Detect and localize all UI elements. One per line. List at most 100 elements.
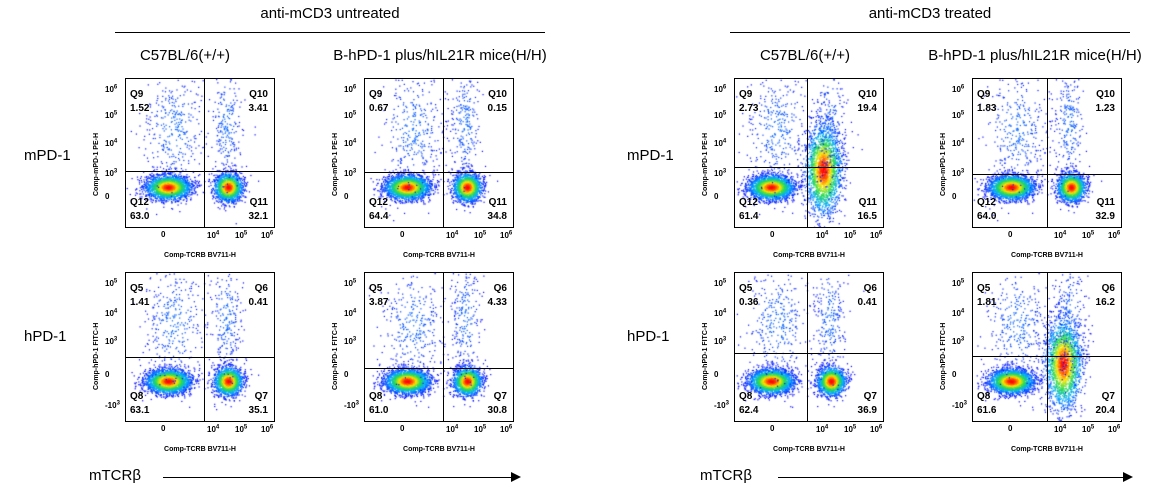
x-tick-label: 104: [1054, 424, 1067, 434]
quadrant-name: Q8: [130, 391, 144, 402]
column-title-humanized-treated: B-hPD-1 plus/hIL21R mice(H/H): [928, 47, 1142, 64]
y-tick-label: 103: [952, 336, 965, 346]
flow-plot-panel: Q9 1.52 Q10 3.41 Q11 32.1 Q12 63.0: [125, 78, 275, 228]
quadrant-gate-horizontal[interactable]: [126, 357, 274, 358]
flow-density-dots: [735, 79, 883, 227]
flow-plot-panel: Q9 2.73 Q10 19.4 Q11 16.5 Q12 61.4: [734, 78, 884, 228]
flow-plot-panel: Q5 1.81 Q6 16.2 Q7 20.4 Q8 61.6: [972, 272, 1122, 422]
quadrant-gate-vertical[interactable]: [204, 79, 205, 227]
quadrant-percentage: 4.33: [487, 297, 507, 308]
y-tick-label: 103: [714, 336, 727, 346]
quadrant-gate-vertical[interactable]: [443, 79, 444, 227]
quadrant-percentage: 0.15: [487, 103, 507, 114]
quadrant-percentage: 34.8: [487, 211, 507, 222]
quadrant-percentage: 30.8: [487, 405, 507, 416]
quadrant-percentage: 0.41: [857, 297, 877, 308]
x-tick-label: 0: [400, 230, 405, 239]
x-tick-label: 106: [1108, 424, 1121, 434]
row-label-hpd1-right: hPD-1: [627, 328, 670, 345]
quadrant-name: Q12: [739, 197, 758, 208]
y-tick-label: 0: [714, 192, 719, 201]
flow-plot-panel: Q9 0.67 Q10 0.15 Q11 34.8 Q12 64.4: [364, 78, 514, 228]
quadrant-gate-horizontal[interactable]: [973, 356, 1121, 357]
column-title-humanized-untreated: B-hPD-1 plus/hIL21R mice(H/H): [333, 47, 547, 64]
x-tick-label: 106: [261, 230, 274, 240]
quadrant-gate-vertical[interactable]: [807, 79, 808, 227]
x-tick-label: 0: [400, 424, 405, 433]
x-axis-label: Comp-TCRB BV711-H: [403, 252, 475, 259]
quadrant-gate-horizontal[interactable]: [973, 174, 1121, 175]
y-tick-label: 106: [105, 84, 118, 94]
flow-plot-panel: Q5 0.36 Q6 0.41 Q7 36.9 Q8 62.4: [734, 272, 884, 422]
quadrant-gate-horizontal[interactable]: [735, 353, 883, 354]
quadrant-name: Q5: [739, 283, 753, 294]
x-tick-label: 106: [870, 424, 883, 434]
x-axis-word-right: mTCRβ: [700, 467, 752, 484]
flow-plot-panel: Q5 1.41 Q6 0.41 Q7 35.1 Q8 63.1: [125, 272, 275, 422]
quadrant-name: Q10: [249, 89, 268, 100]
flow-density-dots: [126, 79, 274, 227]
flow-density-dots: [365, 79, 513, 227]
x-axis-label: Comp-TCRB BV711-H: [1011, 446, 1083, 453]
quadrant-percentage: 1.83: [977, 103, 997, 114]
quadrant-name: Q11: [858, 197, 877, 208]
y-tick-label: 0: [344, 370, 349, 379]
row-label-hpd1-left: hPD-1: [24, 328, 67, 345]
y-tick-label: 105: [105, 278, 118, 288]
y-tick-label: 0: [344, 192, 349, 201]
y-tick-label: 103: [105, 336, 118, 346]
quadrant-gate-horizontal[interactable]: [365, 368, 513, 369]
y-tick-label: 103: [952, 168, 965, 178]
x-tick-label: 106: [500, 424, 513, 434]
quadrant-gate-vertical[interactable]: [443, 273, 444, 421]
quadrant-gate-vertical[interactable]: [204, 273, 205, 421]
group-divider-untreated: [115, 32, 545, 33]
quadrant-gate-vertical[interactable]: [1047, 79, 1048, 227]
quadrant-percentage: 20.4: [1095, 405, 1115, 416]
quadrant-gate-vertical[interactable]: [807, 273, 808, 421]
quadrant-gate-vertical[interactable]: [1047, 273, 1048, 421]
x-axis-label: Comp-TCRB BV711-H: [403, 446, 475, 453]
y-axis-label: Comp-hPD-1 FITC-H: [702, 322, 709, 390]
y-tick-label: 103: [714, 168, 727, 178]
x-tick-label: 0: [770, 230, 775, 239]
quadrant-name: Q5: [977, 283, 991, 294]
group-title-untreated: anti-mCD3 untreated: [260, 5, 400, 22]
x-tick-label: 104: [1054, 230, 1067, 240]
quadrant-name: Q7: [493, 391, 507, 402]
quadrant-percentage: 0.67: [369, 103, 389, 114]
x-tick-label: 104: [816, 424, 829, 434]
quadrant-gate-horizontal[interactable]: [735, 167, 883, 168]
quadrant-name: Q6: [1101, 283, 1115, 294]
y-tick-label: 0: [952, 370, 957, 379]
y-axis-label: Comp-mPD-1 PE-H: [940, 132, 947, 196]
x-tick-label: 105: [1082, 424, 1095, 434]
y-tick-label: 104: [714, 308, 727, 318]
quadrant-gate-horizontal[interactable]: [126, 171, 274, 172]
quadrant-percentage: 3.41: [248, 103, 268, 114]
x-tick-label: 104: [207, 424, 220, 434]
x-axis-arrow-head-left: [511, 472, 521, 482]
quadrant-name: Q7: [254, 391, 268, 402]
y-tick-label: 103: [344, 336, 357, 346]
y-tick-label: 103: [105, 168, 118, 178]
quadrant-name: Q9: [977, 89, 991, 100]
quadrant-percentage: 16.5: [857, 211, 877, 222]
quadrant-percentage: 1.41: [130, 297, 150, 308]
quadrant-name: Q10: [1096, 89, 1115, 100]
quadrant-percentage: 36.9: [857, 405, 877, 416]
quadrant-name: Q5: [369, 283, 383, 294]
x-tick-label: 104: [816, 230, 829, 240]
x-tick-label: 0: [161, 230, 166, 239]
x-tick-label: 104: [446, 230, 459, 240]
y-tick-label: -103: [952, 400, 967, 410]
quadrant-percentage: 19.4: [857, 103, 877, 114]
x-tick-label: 105: [474, 230, 487, 240]
y-tick-label: 0: [105, 370, 110, 379]
quadrant-gate-horizontal[interactable]: [365, 172, 513, 173]
y-tick-label: 0: [952, 192, 957, 201]
quadrant-name: Q11: [1096, 197, 1115, 208]
flow-density-dots: [735, 273, 883, 421]
y-axis-label: Comp-mPD-1 PE-H: [702, 132, 709, 196]
y-tick-label: 103: [344, 168, 357, 178]
